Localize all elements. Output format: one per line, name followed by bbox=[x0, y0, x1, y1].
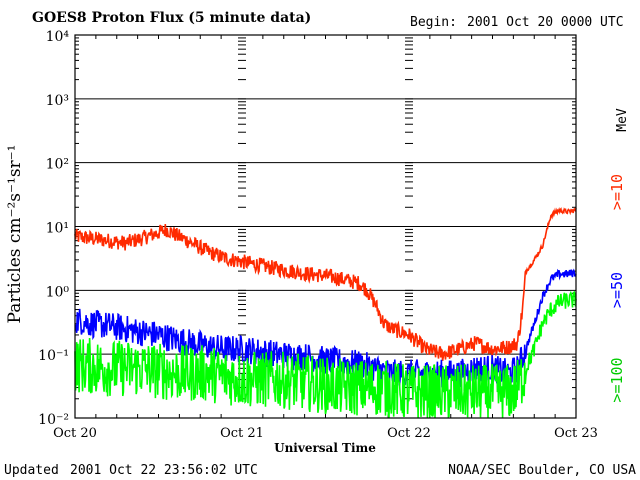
y-tick-label: 10⁴ bbox=[46, 29, 70, 45]
y-tick-labels: 10⁻² 10⁻¹ 10⁰ 10¹ 10² 10³ 10⁴ bbox=[38, 29, 69, 428]
begin-value: 2001 Oct 20 0000 UTC bbox=[467, 15, 624, 30]
series-line-10mev bbox=[74, 207, 577, 361]
plot-frame bbox=[74, 34, 577, 419]
x-tick-label: Oct 21 bbox=[220, 426, 264, 441]
series-group bbox=[74, 207, 577, 419]
series-line-50mev bbox=[74, 268, 577, 389]
x-axis-title: Universal Time bbox=[274, 441, 376, 455]
legend-unit-label: MeV bbox=[615, 108, 630, 132]
legend-series-100: >=100 bbox=[608, 357, 626, 402]
footer-credit: NOAA/SEC Boulder, CO USA bbox=[448, 463, 636, 478]
y-tick-label: 10³ bbox=[46, 93, 69, 109]
begin-label: Begin: bbox=[410, 15, 457, 30]
x-tick-label: Oct 22 bbox=[387, 426, 431, 441]
legend-series-10: >=10 bbox=[608, 174, 626, 210]
y-tick-label: 10⁻² bbox=[38, 412, 69, 428]
x-tick-label: Oct 23 bbox=[554, 426, 598, 441]
legend: MeV >=10 >=50 >=100 bbox=[608, 108, 630, 402]
updated-value: 2001 Oct 22 23:56:02 UTC bbox=[70, 463, 258, 478]
y-tick-label: 10² bbox=[46, 157, 69, 173]
series-line-100mev bbox=[74, 290, 577, 419]
x-tick-label: Oct 20 bbox=[53, 426, 97, 441]
x-tick-labels: Oct 20 Oct 21 Oct 22 Oct 23 bbox=[53, 426, 598, 441]
updated-label: Updated bbox=[4, 463, 59, 478]
legend-series-50: >=50 bbox=[608, 272, 626, 308]
y-axis-title: Particles cm⁻²s⁻¹sr⁻¹ bbox=[5, 145, 25, 324]
y-tick-label: 10⁰ bbox=[46, 284, 70, 300]
y-tick-label: 10⁻¹ bbox=[38, 348, 69, 364]
chart-title: GOES8 Proton Flux (5 minute data) bbox=[32, 10, 311, 26]
y-tick-label: 10¹ bbox=[46, 221, 69, 237]
